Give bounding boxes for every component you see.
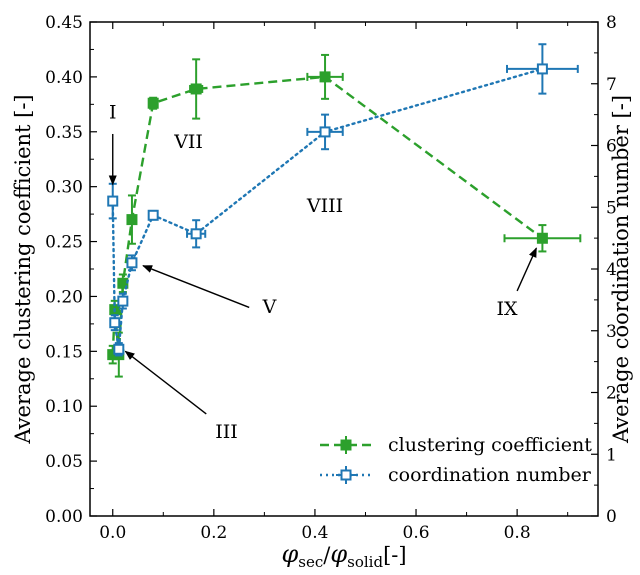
y-left-tick-label: 0.40 — [45, 68, 83, 88]
x-axis-title-part: φ — [281, 540, 298, 568]
series-coordination-number — [107, 43, 579, 357]
annotation-label: IX — [496, 298, 518, 320]
y-right-tick-label: 1 — [606, 445, 617, 465]
annotation: III — [124, 350, 238, 443]
annotation-arrow — [142, 265, 250, 309]
marker — [117, 295, 129, 307]
annotation-label: I — [109, 102, 117, 124]
marker — [147, 209, 159, 221]
legend-box — [310, 425, 590, 505]
legend-item: coordination number — [320, 464, 592, 486]
data-point — [109, 314, 121, 332]
x-tick-label: 0.8 — [504, 523, 531, 543]
x-axis-title-part: solid — [347, 553, 383, 571]
x-tick-label: 0.6 — [403, 523, 430, 543]
x-axis-title-part: [-] — [383, 543, 406, 567]
annotation-label: VIII — [306, 195, 343, 217]
data-point — [113, 342, 125, 357]
marker — [147, 97, 159, 109]
y-right-tick-label: 4 — [606, 260, 617, 280]
x-axis-title: φsec/φsolid[-] — [281, 540, 406, 571]
marker — [319, 126, 331, 138]
x-tick-label: 0.4 — [301, 523, 328, 543]
legend-label: clustering coefficient — [388, 434, 592, 456]
marker — [536, 63, 548, 75]
annotation: V — [142, 265, 277, 318]
x-axis-title-part: / — [323, 543, 331, 567]
y-left-tick-label: 0.10 — [45, 397, 83, 417]
y-right-tick-label: 8 — [606, 13, 617, 33]
annotation: VIII — [306, 195, 343, 217]
y-right-tick-label: 6 — [606, 137, 617, 157]
data-point — [189, 58, 204, 120]
data-point — [306, 53, 344, 100]
y-right-tick-label: 3 — [606, 322, 617, 342]
y-left-tick-label: 0.35 — [45, 123, 83, 143]
data-point — [147, 209, 159, 221]
ticks: 0.0 0.2 0.4 0.6 0.8 0.00 0.05 0.10 0.15 0.20 0.25 0… — [45, 13, 617, 543]
data-point — [306, 113, 344, 151]
data-point — [126, 194, 138, 245]
legend-marker — [340, 469, 352, 481]
annotation: I — [108, 102, 117, 186]
series-layer — [107, 43, 582, 378]
annotation: VII — [173, 131, 203, 153]
legend-label: coordination number — [388, 464, 592, 486]
legend-marker — [340, 439, 352, 451]
annotation-arrow — [516, 247, 537, 292]
marker — [107, 195, 119, 207]
data-point — [506, 43, 579, 95]
data-point — [126, 254, 138, 272]
y-right-tick-label: 0 — [606, 507, 617, 527]
x-tick-label: 0.0 — [99, 523, 126, 543]
y-left-tick-label: 0.00 — [45, 507, 83, 527]
legend-item: clustering coefficient — [320, 434, 592, 456]
marker — [126, 257, 138, 269]
annotation: IX — [496, 247, 537, 320]
x-tick-label: 0.2 — [200, 523, 227, 543]
y-left-tick-label: 0.20 — [45, 287, 83, 307]
y-left-tick-label: 0.15 — [45, 342, 83, 362]
annotation-label: V — [262, 296, 277, 318]
marker — [109, 317, 121, 329]
x-axis-title-part: sec — [298, 553, 323, 571]
x-axis-title-part: φ — [330, 540, 347, 568]
data-point — [117, 292, 129, 310]
data-point — [186, 219, 207, 249]
marker — [319, 71, 331, 83]
marker — [190, 228, 202, 240]
y-right-tick-label: 7 — [606, 75, 617, 95]
series-clustering-coefficient — [107, 53, 582, 378]
marker — [536, 232, 548, 244]
y-axis-right-title: Average coordination number [-] — [609, 95, 633, 444]
data-point — [147, 96, 159, 110]
y-axis-left-title: Average clustering coefficient [-] — [11, 94, 35, 444]
marker — [126, 214, 138, 226]
data-point — [107, 182, 119, 220]
data-point — [503, 224, 582, 253]
y-left-tick-label: 0.25 — [45, 233, 83, 253]
legend: clustering coefficient coordination numbe… — [310, 425, 592, 505]
annotation-arrow — [124, 350, 207, 415]
marker — [190, 83, 202, 95]
annotation-label: VII — [173, 131, 203, 153]
y-right-tick-label: 2 — [606, 384, 617, 404]
marker — [113, 343, 125, 355]
y-left-tick-label: 0.30 — [45, 178, 83, 198]
y-left-tick-label: 0.45 — [45, 13, 83, 33]
axis-titles: Average clustering coefficient [-] Averag… — [11, 94, 633, 571]
y-left-tick-label: 0.05 — [45, 452, 83, 472]
y-right-tick-label: 5 — [606, 198, 617, 218]
annotation-label: III — [215, 421, 238, 443]
